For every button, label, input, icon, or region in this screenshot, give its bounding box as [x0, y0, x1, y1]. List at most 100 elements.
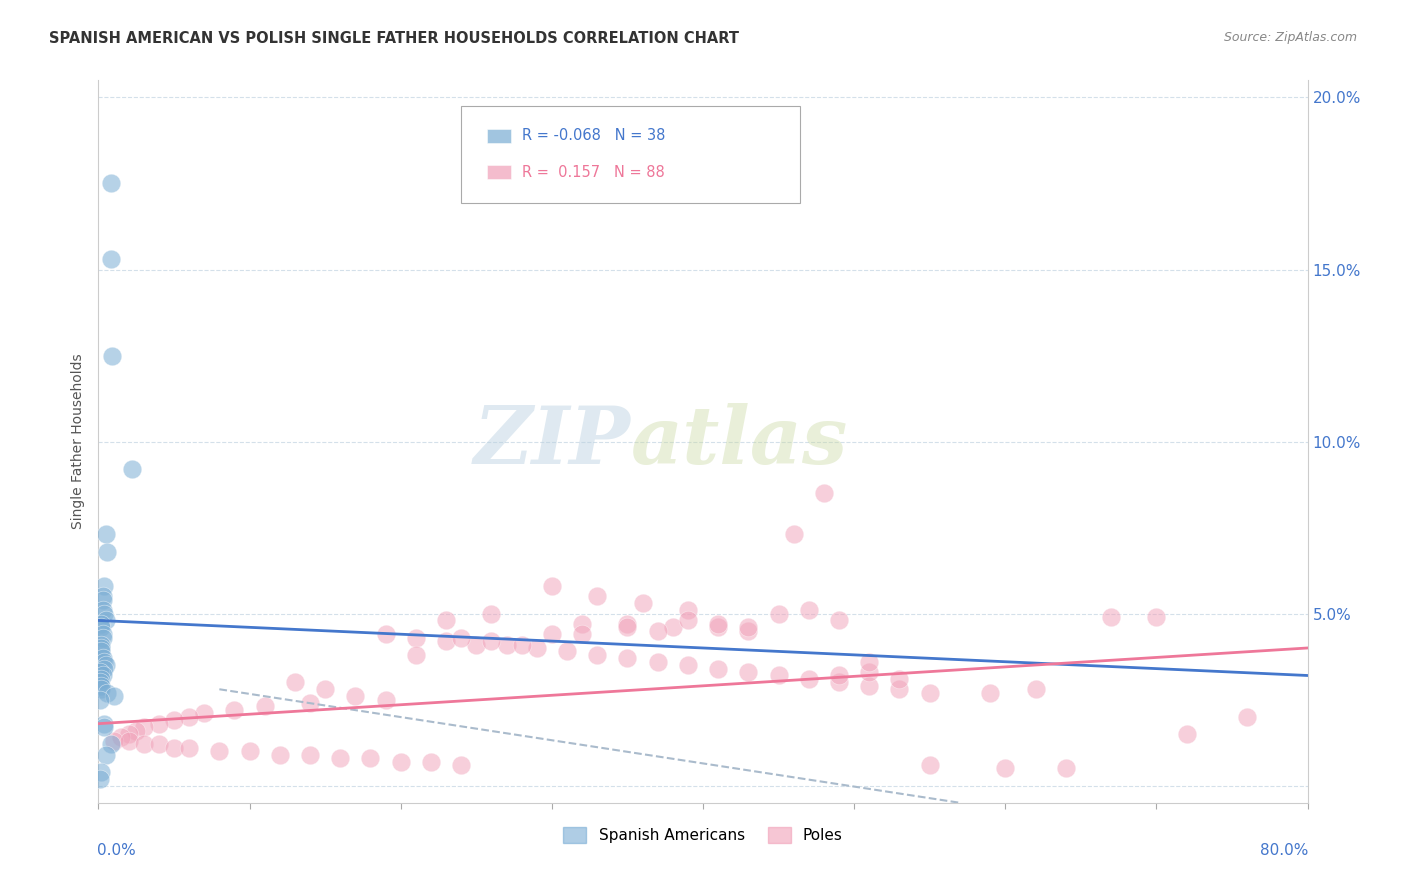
- Point: [994, 761, 1017, 775]
- Point: [314, 682, 336, 697]
- Point: [90, 638, 112, 652]
- Point: [1175, 727, 1198, 741]
- Point: [828, 675, 851, 690]
- Point: [586, 648, 609, 662]
- Point: [94, 614, 117, 628]
- Point: [707, 616, 730, 631]
- Point: [90, 616, 112, 631]
- Point: [125, 723, 148, 738]
- Point: [707, 620, 730, 634]
- Point: [465, 638, 488, 652]
- Point: [858, 655, 880, 669]
- Point: [647, 624, 669, 638]
- Point: [103, 734, 125, 748]
- Point: [586, 590, 609, 604]
- Point: [374, 627, 396, 641]
- Point: [94, 658, 117, 673]
- Point: [284, 675, 307, 690]
- Point: [93, 716, 115, 731]
- Point: [91, 627, 114, 641]
- Point: [96, 686, 118, 700]
- Point: [93, 662, 115, 676]
- Point: [555, 644, 578, 658]
- Point: [737, 665, 759, 679]
- Point: [616, 651, 638, 665]
- Point: [481, 634, 503, 648]
- Point: [571, 627, 593, 641]
- Point: [481, 607, 503, 621]
- Point: [90, 620, 112, 634]
- Point: [118, 727, 141, 741]
- Point: [1144, 610, 1167, 624]
- Point: [1099, 610, 1122, 624]
- Point: [450, 758, 472, 772]
- Point: [434, 614, 457, 628]
- Point: [707, 662, 730, 676]
- Point: [676, 658, 699, 673]
- Point: [89, 675, 111, 690]
- Point: [89, 692, 111, 706]
- Point: [616, 616, 638, 631]
- Point: [93, 655, 115, 669]
- Point: [179, 740, 201, 755]
- Point: [101, 349, 124, 363]
- Point: [631, 596, 654, 610]
- FancyBboxPatch shape: [461, 105, 800, 203]
- Point: [889, 672, 911, 686]
- Point: [93, 607, 115, 621]
- Point: [89, 772, 111, 786]
- Point: [91, 590, 114, 604]
- Text: SPANISH AMERICAN VS POLISH SINGLE FATHER HOUSEHOLDS CORRELATION CHART: SPANISH AMERICAN VS POLISH SINGLE FATHER…: [49, 31, 740, 46]
- Point: [783, 527, 806, 541]
- Point: [93, 720, 115, 734]
- Point: [90, 672, 112, 686]
- Point: [299, 747, 322, 762]
- Point: [100, 177, 122, 191]
- Point: [163, 740, 186, 755]
- Point: [93, 579, 115, 593]
- Point: [91, 603, 114, 617]
- Point: [118, 734, 141, 748]
- Point: [495, 638, 517, 652]
- Point: [132, 737, 155, 751]
- Point: [94, 747, 117, 762]
- Point: [90, 679, 112, 693]
- Point: [420, 755, 443, 769]
- FancyBboxPatch shape: [486, 128, 510, 143]
- Text: 0.0%: 0.0%: [97, 843, 136, 857]
- Point: [90, 644, 112, 658]
- Point: [121, 462, 143, 476]
- Point: [889, 682, 911, 697]
- Point: [434, 634, 457, 648]
- Point: [1024, 682, 1046, 697]
- Point: [676, 603, 699, 617]
- Point: [91, 668, 114, 682]
- Point: [103, 689, 125, 703]
- Point: [148, 716, 170, 731]
- Point: [344, 689, 367, 703]
- Point: [526, 640, 548, 655]
- Point: [360, 751, 382, 765]
- Point: [858, 679, 880, 693]
- Point: [179, 710, 201, 724]
- Point: [90, 640, 112, 655]
- Point: [299, 696, 322, 710]
- Point: [253, 699, 276, 714]
- Point: [329, 751, 352, 765]
- Point: [737, 620, 759, 634]
- Legend: Spanish Americans, Poles: Spanish Americans, Poles: [557, 822, 849, 849]
- Point: [100, 737, 122, 751]
- Point: [90, 764, 112, 779]
- Point: [208, 744, 231, 758]
- Point: [91, 631, 114, 645]
- Point: [110, 731, 132, 745]
- Point: [1236, 710, 1258, 724]
- Point: [979, 686, 1001, 700]
- Text: 80.0%: 80.0%: [1260, 843, 1309, 857]
- Point: [239, 744, 262, 758]
- Point: [737, 624, 759, 638]
- Point: [540, 579, 562, 593]
- Point: [96, 544, 118, 558]
- Point: [647, 655, 669, 669]
- Point: [768, 607, 790, 621]
